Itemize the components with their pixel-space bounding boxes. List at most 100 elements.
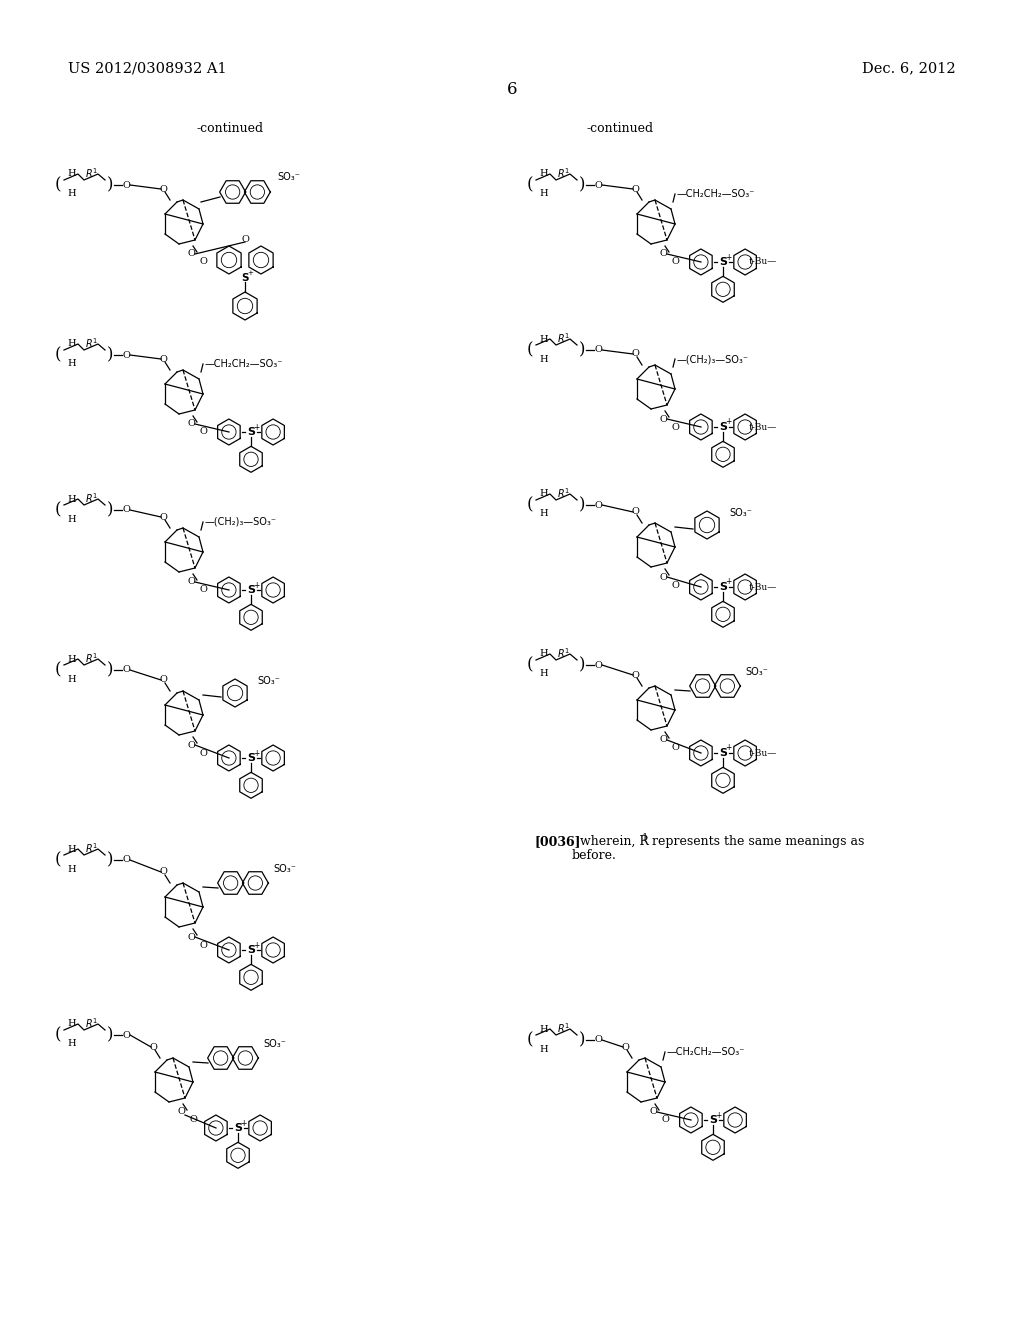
Text: O: O [122,665,130,675]
Text: O: O [241,235,249,244]
Text: S: S [242,273,249,282]
Text: (: ( [54,502,61,519]
Text: SO₃⁻: SO₃⁻ [273,865,296,874]
Text: $R^1$: $R^1$ [557,645,570,660]
Text: H: H [68,865,77,874]
Text: H: H [540,510,548,519]
Text: —(CH₂)₃—SO₃⁻: —(CH₂)₃—SO₃⁻ [677,354,749,364]
Text: (: ( [526,656,534,673]
Text: (: ( [526,1031,534,1048]
Text: SO₃⁻: SO₃⁻ [278,172,300,182]
Text: US 2012/0308932 A1: US 2012/0308932 A1 [68,61,226,75]
Text: ): ) [579,656,586,673]
Text: O: O [622,1043,629,1052]
Text: +: + [725,743,731,752]
Text: H: H [540,190,548,198]
Text: —(CH₂)₃—SO₃⁻: —(CH₂)₃—SO₃⁻ [205,517,278,527]
Text: S: S [719,257,727,267]
Text: O: O [159,867,167,876]
Text: O: O [671,743,679,752]
Text: H: H [68,1019,77,1028]
Text: (: ( [54,177,61,194]
Text: H: H [68,190,77,198]
Text: H: H [540,669,548,678]
Text: S: S [247,752,255,763]
Text: H: H [540,490,548,499]
Text: ): ) [106,346,114,363]
Text: O: O [659,414,667,424]
Text: +: + [240,1118,246,1127]
Text: 6: 6 [507,82,517,99]
Text: H: H [540,1044,548,1053]
Text: Dec. 6, 2012: Dec. 6, 2012 [862,61,956,75]
Text: before.: before. [572,849,616,862]
Text: O: O [177,1107,185,1117]
Text: O: O [671,422,679,432]
Text: +: + [253,422,259,432]
Text: +: + [253,581,259,590]
Text: ): ) [106,502,114,519]
Text: —CH₂CH₂—SO₃⁻: —CH₂CH₂—SO₃⁻ [677,189,756,199]
Text: t-Bu—: t-Bu— [749,257,777,267]
Text: (: ( [54,851,61,869]
Text: O: O [187,578,195,586]
Text: +: + [725,417,731,426]
Text: —CH₂CH₂—SO₃⁻: —CH₂CH₂—SO₃⁻ [205,359,284,370]
Text: +: + [725,252,731,261]
Text: H: H [68,675,77,684]
Text: (: ( [526,342,534,359]
Text: -continued: -continued [587,121,653,135]
Text: ): ) [579,1031,586,1048]
Text: O: O [122,351,130,359]
Text: +: + [253,748,259,758]
Text: $R^1$: $R^1$ [85,491,98,504]
Text: represents the same meanings as: represents the same meanings as [648,836,864,847]
Text: H: H [68,495,77,503]
Text: ): ) [106,851,114,869]
Text: (: ( [526,177,534,194]
Text: S: S [247,585,255,595]
Text: wherein, R: wherein, R [572,836,649,847]
Text: O: O [631,671,639,680]
Text: O: O [122,506,130,515]
Text: O: O [199,586,207,594]
Text: O: O [594,1035,602,1044]
Text: SO₃⁻: SO₃⁻ [263,1039,286,1049]
Text: O: O [159,676,167,685]
Text: SO₃⁻: SO₃⁻ [257,676,280,686]
Text: $R^1$: $R^1$ [85,651,98,665]
Text: H: H [540,355,548,363]
Text: O: O [631,350,639,359]
Text: O: O [187,932,195,941]
Text: $R^1$: $R^1$ [557,486,570,500]
Text: ): ) [106,1027,114,1044]
Text: O: O [187,249,195,259]
Text: S: S [719,582,727,591]
Text: H: H [68,655,77,664]
Text: S: S [247,945,255,954]
Text: O: O [594,500,602,510]
Text: O: O [199,428,207,437]
Text: O: O [122,855,130,865]
Text: $R^1$: $R^1$ [557,166,570,180]
Text: +: + [247,271,253,276]
Text: $R^1$: $R^1$ [557,331,570,345]
Text: -continued: -continued [197,121,263,135]
Text: O: O [631,185,639,194]
Text: O: O [159,512,167,521]
Text: O: O [662,1115,669,1125]
Text: SO₃⁻: SO₃⁻ [745,667,768,677]
Text: t-Bu—: t-Bu— [749,422,777,432]
Text: S: S [719,748,727,758]
Text: H: H [68,359,77,368]
Text: 1: 1 [642,833,648,842]
Text: O: O [199,940,207,949]
Text: O: O [671,581,679,590]
Text: O: O [594,181,602,190]
Text: O: O [159,355,167,363]
Text: H: H [540,169,548,178]
Text: [0036]: [0036] [535,836,582,847]
Text: t-Bu—: t-Bu— [749,582,777,591]
Text: $R^1$: $R^1$ [85,166,98,180]
Text: O: O [187,741,195,750]
